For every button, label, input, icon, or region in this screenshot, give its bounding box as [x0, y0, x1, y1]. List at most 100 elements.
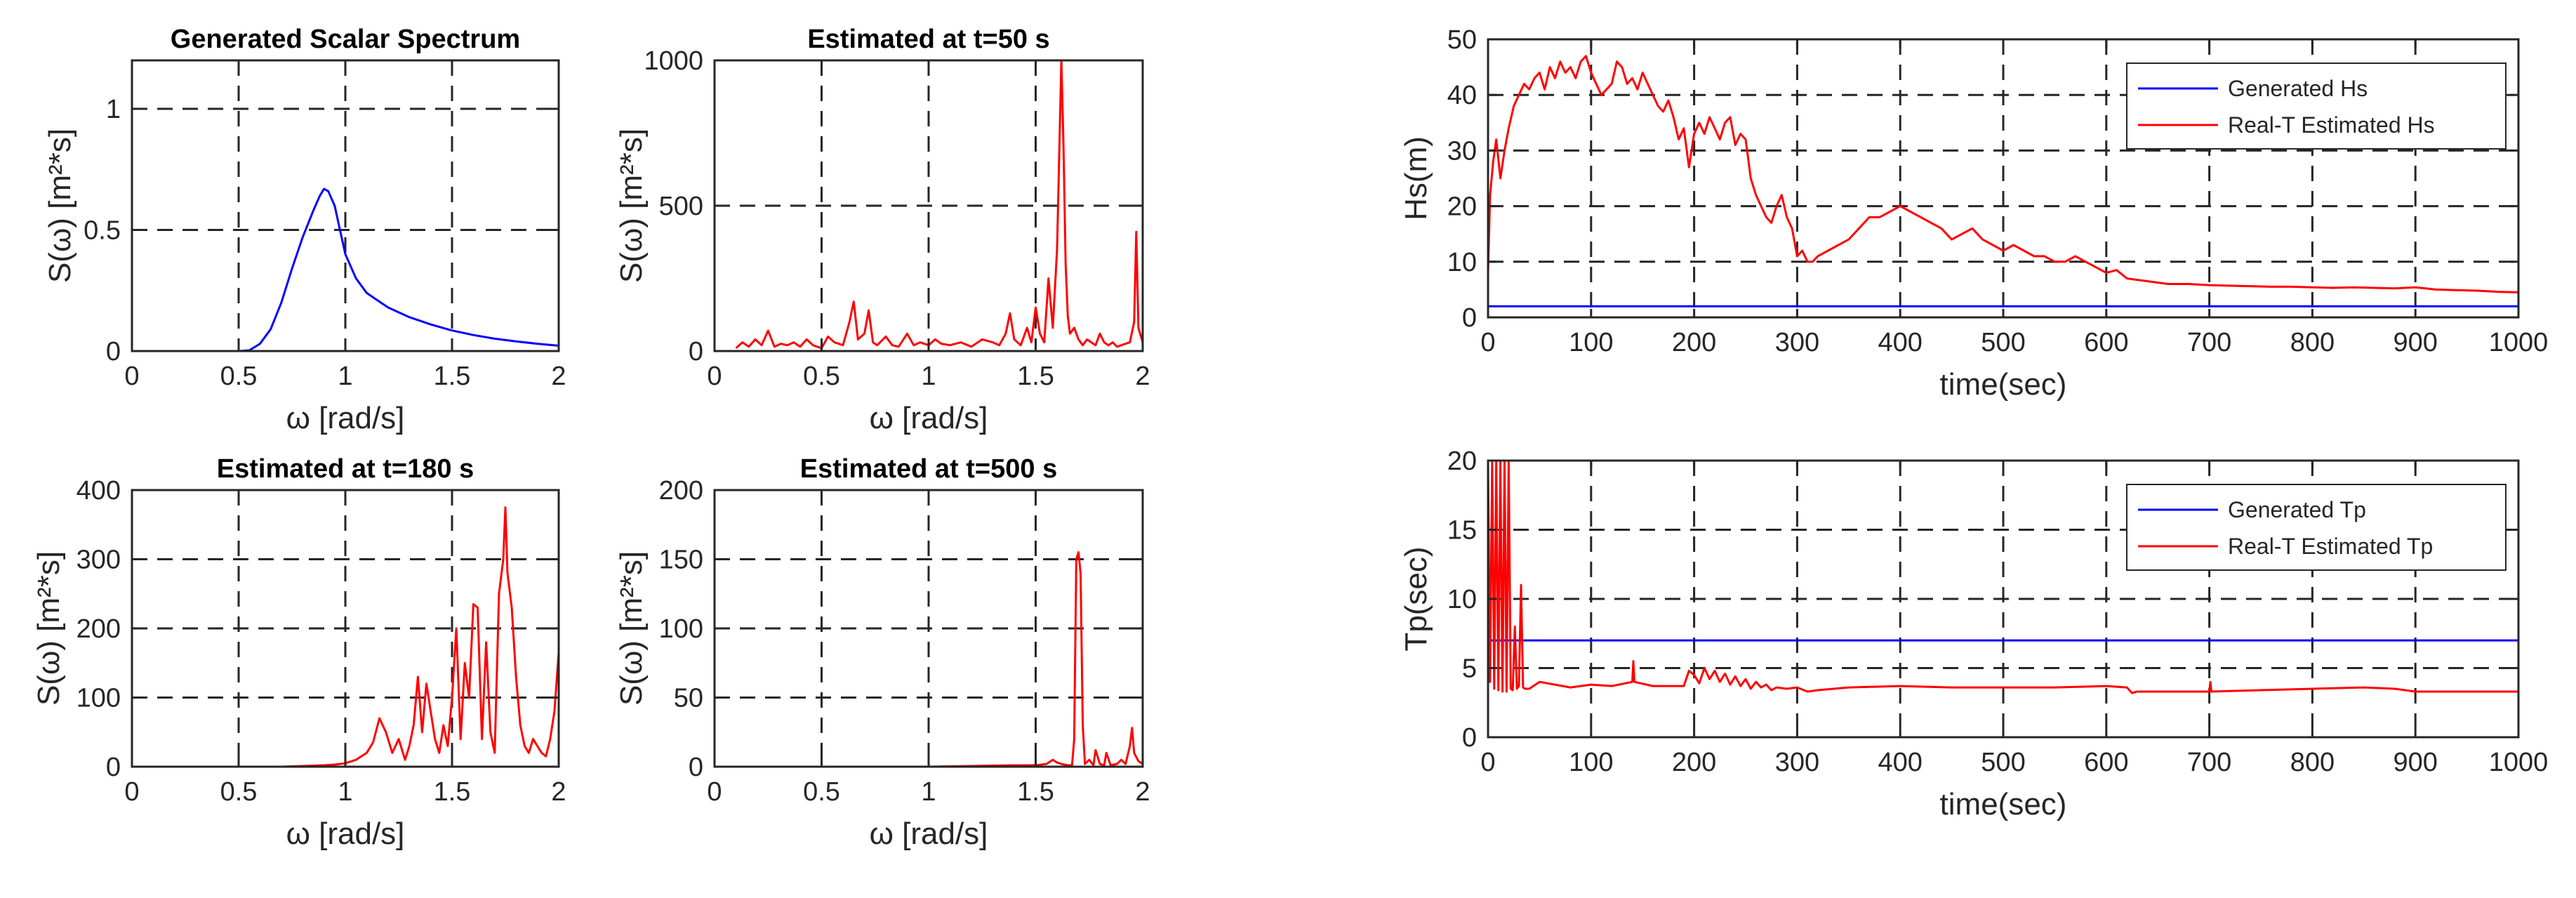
x-tick-label: 1000 [2489, 748, 2549, 777]
x-tick-label: 500 [1981, 748, 2025, 777]
y-axis-label: S(ω) [m²*s] [43, 128, 77, 283]
x-tick-label: 300 [1775, 328, 1819, 357]
series-line-0 [153, 506, 559, 767]
x-axis-label: ω [rad/s] [286, 401, 405, 435]
chart-title: Estimated at t=50 s [807, 25, 1049, 54]
y-tick-label: 300 [77, 546, 121, 575]
x-tick-label: 0 [707, 777, 722, 807]
y-tick-label: 50 [674, 684, 703, 713]
x-tick-label: 0 [1480, 748, 1495, 777]
x-tick-label: 2 [551, 362, 566, 391]
x-tick-label: 0.5 [220, 362, 258, 391]
x-tick-label: 400 [1878, 748, 1922, 777]
y-axis-label: S(ω) [m²*s] [614, 128, 649, 283]
y-tick-label: 40 [1447, 81, 1477, 110]
x-tick-label: 100 [1569, 328, 1613, 357]
y-tick-label: 30 [1447, 136, 1477, 166]
x-tick-label: 2 [1135, 362, 1150, 391]
y-tick-label: 0 [1462, 723, 1477, 753]
y-axis-label: S(ω) [m²*s] [614, 551, 649, 706]
y-tick-label: 0 [1462, 303, 1477, 333]
x-axis-label: time(sec) [1940, 367, 2067, 402]
y-tick-label: 10 [1447, 585, 1477, 614]
legend-label-1: Real-T Estimated Hs [2228, 112, 2435, 138]
y-tick-label: 100 [659, 614, 703, 644]
series-line-0 [735, 60, 1143, 350]
y-tick-label: 0 [689, 753, 703, 782]
chart-hs-time: 0 100 200 300 400 500 600 700 800 900 1000 0 10 20 30 4… [1399, 25, 2548, 402]
x-tick-label: 0.5 [803, 777, 840, 807]
y-tick-label: 0 [106, 753, 121, 782]
x-tick-label: 200 [1672, 328, 1716, 357]
x-tick-label: 0 [1480, 328, 1495, 357]
legend: Generated Tp Real-T Estimated Tp [2126, 484, 2507, 571]
x-axis-label: ω [rad/s] [870, 401, 988, 435]
x-tick-label: 800 [2290, 748, 2335, 777]
x-tick-label: 100 [1569, 748, 1613, 777]
y-tick-label: 20 [1447, 447, 1477, 476]
x-tick-label: 1.5 [434, 362, 471, 391]
y-axis-label: Hs(m) [1399, 136, 1433, 220]
x-tick-label: 200 [1672, 748, 1716, 777]
y-tick-label: 200 [659, 476, 703, 506]
y-tick-label: 150 [659, 546, 703, 575]
x-tick-label: 300 [1775, 748, 1819, 777]
legend: Generated Hs Real-T Estimated Hs [2126, 62, 2507, 150]
x-tick-label: 500 [1981, 328, 2025, 357]
x-tick-label: 600 [2084, 748, 2128, 777]
y-tick-label: 1 [106, 95, 121, 124]
chart-title: Estimated at t=180 s [217, 454, 474, 484]
y-tick-label: 400 [77, 476, 121, 506]
legend-label-0: Generated Hs [2228, 76, 2368, 101]
legend-box [2126, 62, 2507, 150]
x-tick-label: 2 [551, 777, 566, 807]
x-tick-label: 1 [338, 777, 352, 807]
x-axis-label: ω [rad/s] [870, 817, 988, 851]
series-line-0 [736, 551, 1143, 767]
chart-title: Estimated at t=500 s [800, 454, 1057, 484]
y-axis-label: S(ω) [m²*s] [32, 551, 66, 706]
x-tick-label: 1.5 [434, 777, 471, 807]
y-tick-label: 20 [1447, 192, 1477, 222]
y-tick-label: 50 [1447, 25, 1477, 55]
series-line-0 [153, 187, 559, 351]
x-tick-label: 1.5 [1017, 777, 1054, 807]
y-tick-label: 5 [1462, 654, 1477, 684]
x-tick-label: 1 [338, 362, 352, 391]
legend-label-1: Real-T Estimated Tp [2228, 534, 2433, 559]
y-tick-label: 200 [77, 614, 121, 644]
y-tick-label: 500 [659, 192, 703, 221]
chart-spec-generated: 0 0.5 1 1.5 2 0 0.5 1 ω [rad/s] S(ω) [m²*s] Genera… [43, 25, 566, 435]
x-tick-label: 900 [2393, 748, 2437, 777]
x-tick-label: 600 [2084, 328, 2128, 357]
x-tick-label: 800 [2290, 328, 2335, 357]
x-tick-label: 1000 [2489, 328, 2549, 357]
x-tick-label: 0 [124, 362, 139, 391]
x-tick-label: 1 [921, 362, 936, 391]
legend-label-0: Generated Tp [2228, 497, 2366, 522]
x-tick-label: 0 [707, 362, 722, 391]
y-tick-label: 1000 [644, 46, 703, 76]
x-tick-label: 2 [1135, 777, 1150, 807]
plot-area [132, 60, 559, 351]
chart-title: Generated Scalar Spectrum [171, 25, 520, 54]
chart-tp-time: 0 100 200 300 400 500 600 700 800 900 1000 0 5 10 15 20… [1399, 447, 2548, 821]
legend-box [2126, 484, 2507, 571]
y-tick-label: 0 [689, 337, 703, 367]
y-tick-label: 100 [77, 684, 121, 713]
series-line-1 [1488, 55, 2518, 293]
chart-spec-180: 0 0.5 1 1.5 2 0 100 200 300 400 ω [rad/s] S(ω) [m²*… [32, 454, 566, 851]
x-tick-label: 0 [124, 777, 139, 807]
x-tick-label: 700 [2187, 748, 2231, 777]
x-tick-label: 0.5 [220, 777, 258, 807]
series-line-1 [1488, 461, 2518, 694]
x-tick-label: 700 [2187, 328, 2231, 357]
x-tick-label: 1 [921, 777, 936, 807]
chart-spec-500: 0 0.5 1 1.5 2 0 50 100 150 200 ω [rad/s] S(ω) [m²*s… [614, 454, 1150, 851]
y-tick-label: 10 [1447, 248, 1477, 277]
x-tick-label: 1.5 [1017, 362, 1054, 391]
y-axis-label: Tp(sec) [1399, 546, 1433, 651]
chart-spec-50: 0 0.5 1 1.5 2 0 500 1000 ω [rad/s] S(ω) [m²*s] Est… [614, 25, 1150, 435]
x-axis-label: ω [rad/s] [286, 817, 405, 851]
